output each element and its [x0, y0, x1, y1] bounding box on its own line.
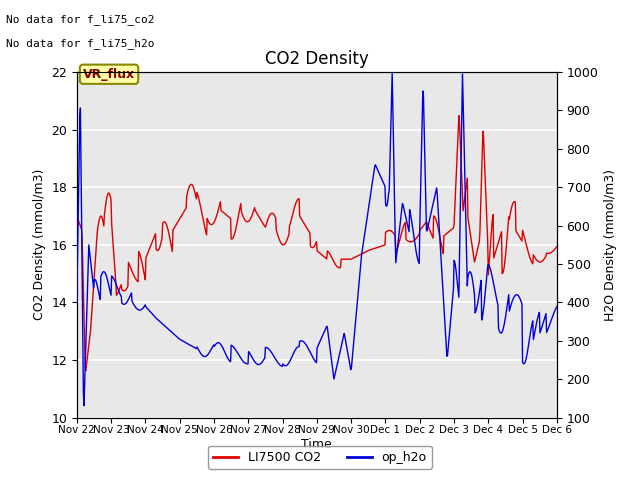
Title: CO2 Density: CO2 Density	[265, 49, 369, 68]
Y-axis label: H2O Density (mmol/m3): H2O Density (mmol/m3)	[604, 169, 617, 321]
Text: VR_flux: VR_flux	[83, 68, 135, 81]
Legend: LI7500 CO2, op_h2o: LI7500 CO2, op_h2o	[209, 446, 431, 469]
X-axis label: Time: Time	[301, 438, 332, 451]
Y-axis label: CO2 Density (mmol/m3): CO2 Density (mmol/m3)	[33, 169, 45, 321]
Text: No data for f_li75_h2o: No data for f_li75_h2o	[6, 38, 155, 49]
Text: No data for f_li75_co2: No data for f_li75_co2	[6, 14, 155, 25]
